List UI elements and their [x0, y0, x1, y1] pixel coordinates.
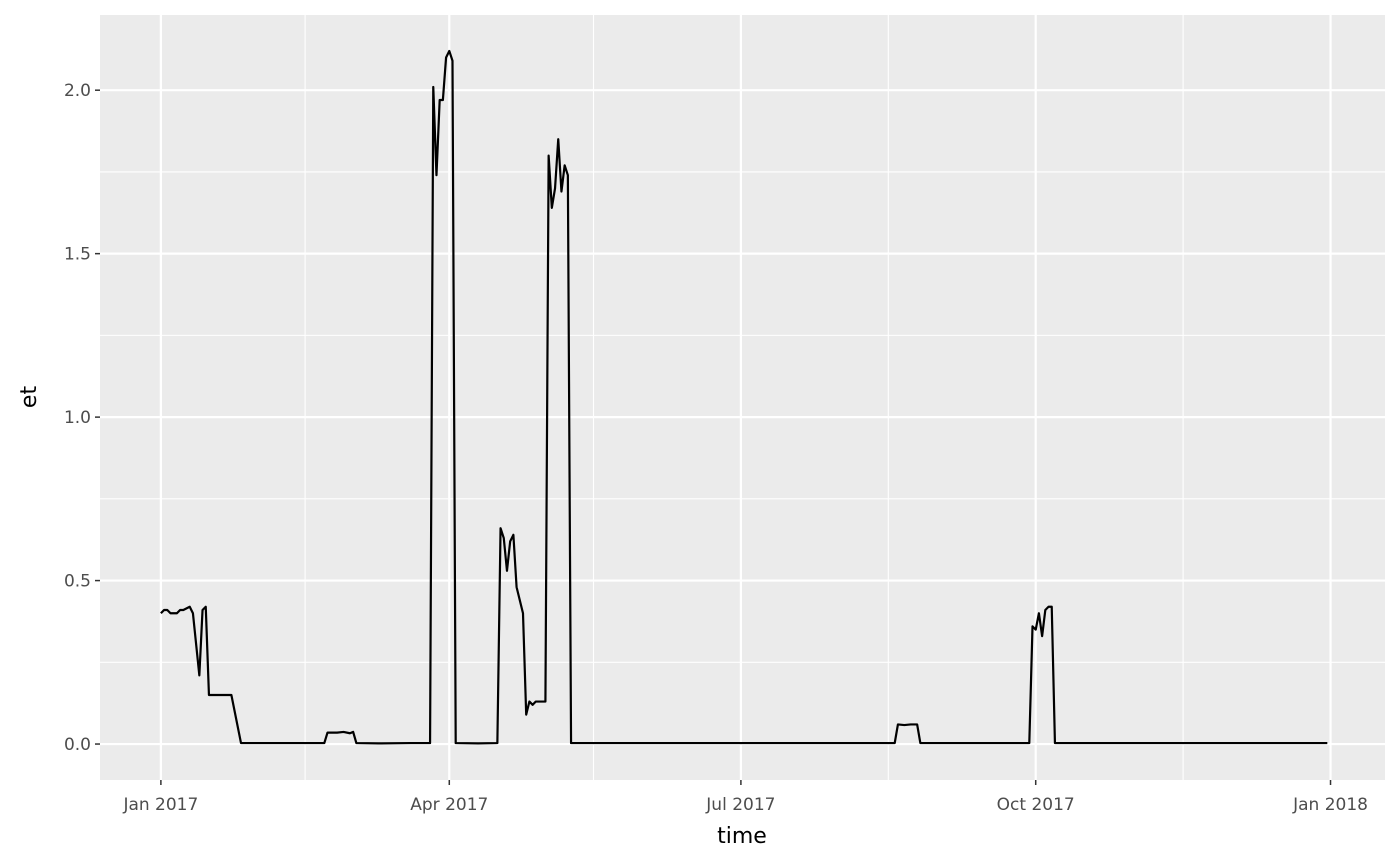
series-line	[160, 49, 1328, 745]
x-tick-label: Jan 2018	[1292, 795, 1368, 815]
y-tick-label: 0.5	[64, 572, 91, 592]
x-tick-label: Jul 2017	[705, 795, 775, 815]
x-axis: Jan 2017 Apr 2017 Jul 2017 Oct 2017 Jan 2018	[122, 780, 1368, 815]
x-tick-label: Jan 2017	[122, 795, 198, 815]
minor-grid-lines	[100, 15, 1385, 780]
major-grid-lines	[100, 15, 1385, 780]
y-axis-title: et	[17, 386, 42, 409]
x-tick-label: Apr 2017	[410, 795, 488, 815]
x-axis-title: time	[717, 824, 767, 849]
y-tick-label: 2.0	[64, 81, 91, 101]
panel-background	[100, 15, 1385, 780]
y-tick-label: 0.0	[64, 735, 91, 755]
y-axis: 0.0 0.5 1.0 1.5 2.0	[64, 81, 100, 755]
y-tick-label: 1.0	[64, 408, 91, 428]
x-tick-label: Oct 2017	[997, 795, 1075, 815]
y-tick-label: 1.5	[64, 245, 91, 265]
